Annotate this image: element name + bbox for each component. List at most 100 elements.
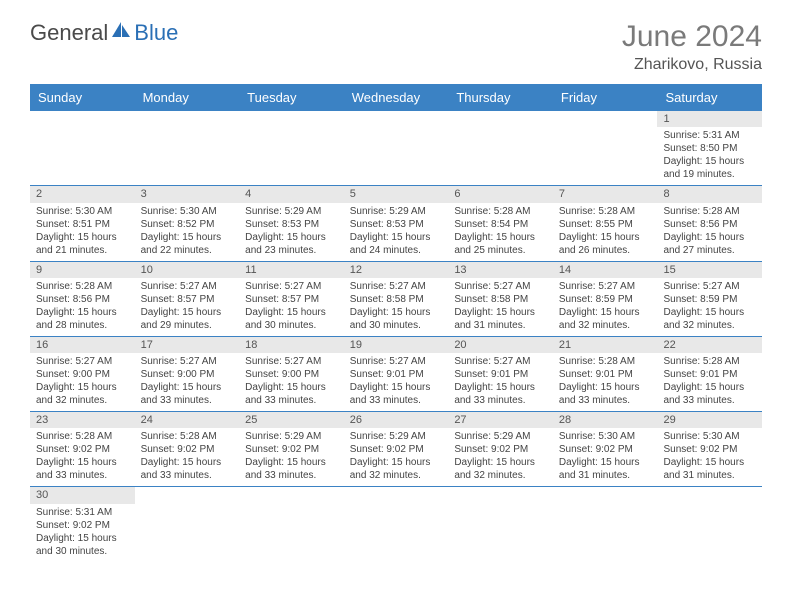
sunset-line: Sunset: 8:54 PM [454,218,547,231]
sunset-line: Sunset: 9:01 PM [454,368,547,381]
sunrise-line: Sunrise: 5:30 AM [141,205,234,218]
day-number: 14 [553,262,658,278]
day-cell: 3 Sunrise: 5:30 AMSunset: 8:52 PMDaylight… [135,186,240,260]
day-content: Sunrise: 5:28 AMSunset: 8:55 PMDaylight:… [553,203,658,261]
logo-text-right: Blue [134,20,178,46]
day-cell: 4Sunrise: 5:29 AMSunset: 8:53 PMDaylight… [239,186,344,260]
daylight-line: Daylight: 15 hours and 22 minutes. [141,231,234,257]
day-content: Sunrise: 5:28 AMSunset: 9:01 PMDaylight:… [553,353,658,411]
day-cell: 24Sunrise: 5:28 AMSunset: 9:02 PMDayligh… [135,412,240,486]
week-row: 30Sunrise: 5:31 AMSunset: 9:02 PMDayligh… [30,487,762,561]
sunset-line: Sunset: 8:52 PM [141,218,234,231]
day-content: Sunrise: 5:27 AMSunset: 9:00 PMDaylight:… [239,353,344,411]
sunrise-line: Sunrise: 5:29 AM [245,205,338,218]
day-number: 23 [30,412,135,428]
day-number: 17 [135,337,240,353]
sunrise-line: Sunrise: 5:28 AM [36,430,129,443]
sunset-line: Sunset: 9:02 PM [454,443,547,456]
sail-icon [110,20,132,46]
day-content: Sunrise: 5:31 AMSunset: 8:50 PMDaylight:… [657,127,762,185]
daylight-line: Daylight: 15 hours and 31 minutes. [559,456,652,482]
sunrise-line: Sunrise: 5:31 AM [663,129,756,142]
day-header-cell: Thursday [448,84,553,111]
day-number: 21 [553,337,658,353]
day-content: Sunrise: 5:29 AMSunset: 8:53 PMDaylight:… [344,203,449,261]
daylight-line: Daylight: 15 hours and 32 minutes. [663,306,756,332]
day-content: Sunrise: 5:27 AMSunset: 9:01 PMDaylight:… [448,353,553,411]
sunrise-line: Sunrise: 5:31 AM [36,506,129,519]
sunset-line: Sunset: 8:59 PM [663,293,756,306]
day-content: Sunrise: 5:29 AMSunset: 9:02 PMDaylight:… [344,428,449,486]
sunset-line: Sunset: 8:57 PM [245,293,338,306]
day-cell: 25Sunrise: 5:29 AMSunset: 9:02 PMDayligh… [239,412,344,486]
day-cell: 29Sunrise: 5:30 AMSunset: 9:02 PMDayligh… [657,412,762,486]
day-cell: 9Sunrise: 5:28 AMSunset: 8:56 PMDaylight… [30,262,135,336]
day-content: Sunrise: 5:27 AMSunset: 8:58 PMDaylight:… [344,278,449,336]
sunset-line: Sunset: 8:53 PM [350,218,443,231]
day-number: 30 [30,487,135,503]
sunset-line: Sunset: 9:02 PM [559,443,652,456]
sunrise-line: Sunrise: 5:30 AM [36,205,129,218]
sunrise-line: Sunrise: 5:27 AM [350,355,443,368]
week-row: 23Sunrise: 5:28 AMSunset: 9:02 PMDayligh… [30,412,762,487]
daylight-line: Daylight: 15 hours and 33 minutes. [559,381,652,407]
sunset-line: Sunset: 8:56 PM [663,218,756,231]
day-content: Sunrise: 5:27 AMSunset: 8:59 PMDaylight:… [657,278,762,336]
day-header-cell: Sunday [30,84,135,111]
daylight-line: Daylight: 15 hours and 25 minutes. [454,231,547,257]
day-content: Sunrise: 5:28 AMSunset: 9:01 PMDaylight:… [657,353,762,411]
day-number: 5 [344,186,449,202]
daylight-line: Daylight: 15 hours and 33 minutes. [245,381,338,407]
day-content: Sunrise: 5:27 AMSunset: 9:00 PMDaylight:… [135,353,240,411]
day-header-cell: Saturday [657,84,762,111]
sunrise-line: Sunrise: 5:29 AM [454,430,547,443]
day-cell: 8Sunrise: 5:28 AMSunset: 8:56 PMDaylight… [657,186,762,260]
day-cell: 6 Sunrise: 5:28 AMSunset: 8:54 PMDaylight… [448,186,553,260]
day-number: 15 [657,262,762,278]
day-cell: 17Sunrise: 5:27 AMSunset: 9:00 PMDayligh… [135,337,240,411]
empty-cell [344,487,449,561]
day-cell: 20Sunrise: 5:27 AMSunset: 9:01 PMDayligh… [448,337,553,411]
day-cell: 18Sunrise: 5:27 AMSunset: 9:00 PMDayligh… [239,337,344,411]
sunset-line: Sunset: 8:56 PM [36,293,129,306]
empty-cell [657,487,762,561]
day-cell: 26Sunrise: 5:29 AMSunset: 9:02 PMDayligh… [344,412,449,486]
day-content: Sunrise: 5:27 AMSunset: 8:57 PMDaylight:… [135,278,240,336]
sunset-line: Sunset: 9:02 PM [663,443,756,456]
sunset-line: Sunset: 9:02 PM [350,443,443,456]
sunset-line: Sunset: 8:58 PM [454,293,547,306]
day-number: 29 [657,412,762,428]
day-number: 20 [448,337,553,353]
day-number: 6 [448,186,553,202]
sunrise-line: Sunrise: 5:28 AM [454,205,547,218]
day-cell: 23Sunrise: 5:28 AMSunset: 9:02 PMDayligh… [30,412,135,486]
daylight-line: Daylight: 15 hours and 32 minutes. [36,381,129,407]
day-cell: 5Sunrise: 5:29 AMSunset: 8:53 PMDaylight… [344,186,449,260]
daylight-line: Daylight: 15 hours and 27 minutes. [663,231,756,257]
empty-cell [239,487,344,561]
daylight-line: Daylight: 15 hours and 32 minutes. [350,456,443,482]
day-cell: 2Sunrise: 5:30 AMSunset: 8:51 PMDaylight… [30,186,135,260]
day-cell: 13Sunrise: 5:27 AMSunset: 8:58 PMDayligh… [448,262,553,336]
sunrise-line: Sunrise: 5:29 AM [245,430,338,443]
day-content: Sunrise: 5:27 AMSunset: 8:58 PMDaylight:… [448,278,553,336]
day-number: 28 [553,412,658,428]
daylight-line: Daylight: 15 hours and 26 minutes. [559,231,652,257]
day-header-cell: Friday [553,84,658,111]
day-number: 2 [30,186,135,202]
day-content: Sunrise: 5:27 AMSunset: 8:57 PMDaylight:… [239,278,344,336]
daylight-line: Daylight: 15 hours and 30 minutes. [36,532,129,558]
day-content: Sunrise: 5:27 AMSunset: 9:00 PMDaylight:… [30,353,135,411]
day-content: Sunrise: 5:29 AMSunset: 8:53 PMDaylight:… [239,203,344,261]
sunset-line: Sunset: 8:53 PM [245,218,338,231]
day-content: Sunrise: 5:28 AMSunset: 8:56 PMDaylight:… [657,203,762,261]
empty-cell [448,111,553,185]
week-row: 16Sunrise: 5:27 AMSunset: 9:00 PMDayligh… [30,337,762,412]
daylight-line: Daylight: 15 hours and 31 minutes. [663,456,756,482]
day-content: Sunrise: 5:31 AMSunset: 9:02 PMDaylight:… [30,504,135,562]
day-number: 3 [135,186,240,202]
sunrise-line: Sunrise: 5:27 AM [245,280,338,293]
day-cell: 30Sunrise: 5:31 AMSunset: 9:02 PMDayligh… [30,487,135,561]
empty-cell [239,111,344,185]
title-block: June 2024 Zharikovo, Russia [622,20,762,74]
